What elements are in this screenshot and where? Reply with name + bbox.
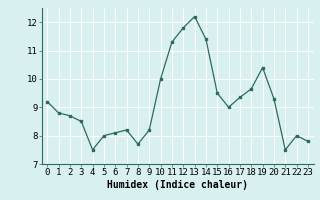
X-axis label: Humidex (Indice chaleur): Humidex (Indice chaleur) — [107, 180, 248, 190]
